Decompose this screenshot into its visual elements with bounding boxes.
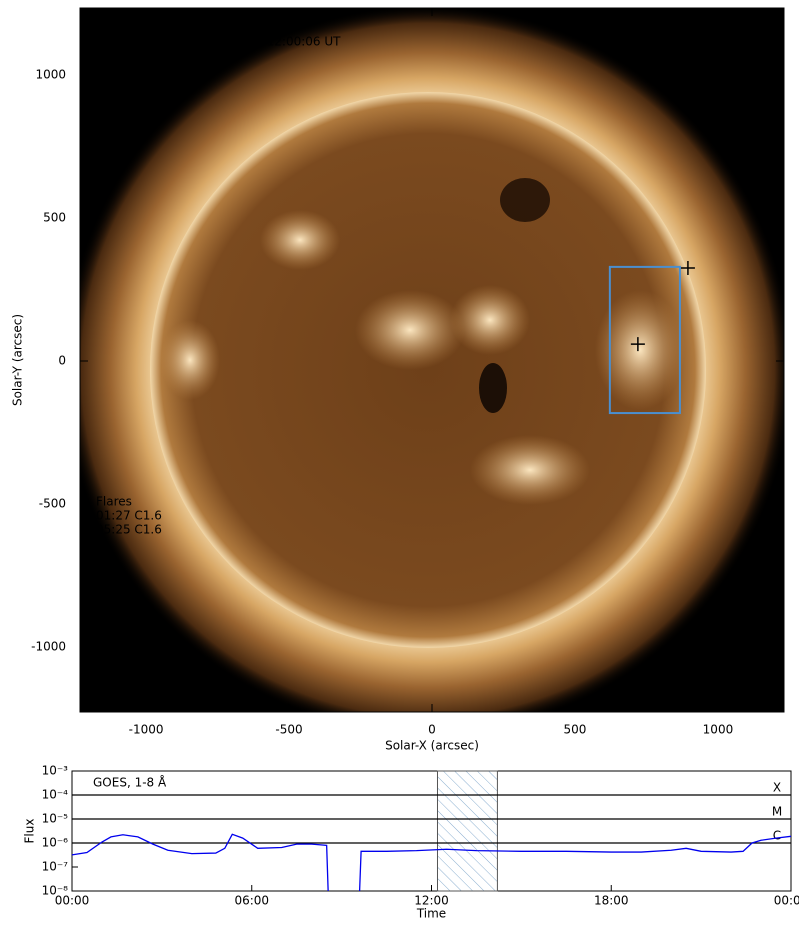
x-tick-label: 0 [428,723,436,737]
y-tick-label: 10⁻⁶ [42,836,69,850]
x-tick-label: 12:00 [414,894,449,908]
region-box [608,265,681,415]
flare-note: Flares [96,495,132,509]
goes-flux [358,835,792,892]
marker [680,261,695,276]
x-tick-label: 06:00 [234,894,269,908]
y-tick-label: 500 [43,210,66,224]
y-axis-label: Flux [23,819,37,844]
class-label: M [772,805,782,819]
flare-note: 01:27 C1.6 [96,509,162,523]
legend: GOES, 1-8 Å [93,775,167,790]
x-tick-label: 500 [564,723,587,737]
x-tick-label: -1000 [129,723,164,737]
x-tick-label: 1000 [703,723,734,737]
x-axis-label: Solar-X (arcsec) [385,739,479,753]
y-tick-label: 10⁻⁸ [42,884,69,898]
y-tick-label: 10⁻³ [42,764,69,778]
goes-flux [71,833,329,892]
y-axis-label: Solar-Y (arcsec) [11,314,25,406]
y-tick-label: -500 [39,497,66,511]
time-span [436,770,498,892]
y-tick-label: -1000 [31,640,66,654]
y-tick-label: 10⁻⁴ [42,788,69,802]
x-tick-label: -500 [275,723,302,737]
x-axis-label: Time [416,907,446,921]
x-tick-label: 00:00 [55,894,90,908]
flare-note: 05:25 C1.6 [96,523,162,537]
y-tick-label: 0 [58,354,66,368]
class-label: C [773,829,781,843]
x-tick-label: 00:00 [774,894,799,908]
y-tick-label: 10⁻⁵ [42,812,69,826]
sun-image [80,8,784,712]
y-tick-label: 10⁻⁷ [42,860,69,874]
marker [630,337,645,352]
y-tick-label: 1000 [35,67,66,81]
class-label: X [773,781,781,795]
goes-frame [71,770,792,892]
image-title: AIA 0193, 29-Sep-2013, 12:00:06 UT [120,35,341,49]
x-tick-label: 18:00 [594,894,629,908]
